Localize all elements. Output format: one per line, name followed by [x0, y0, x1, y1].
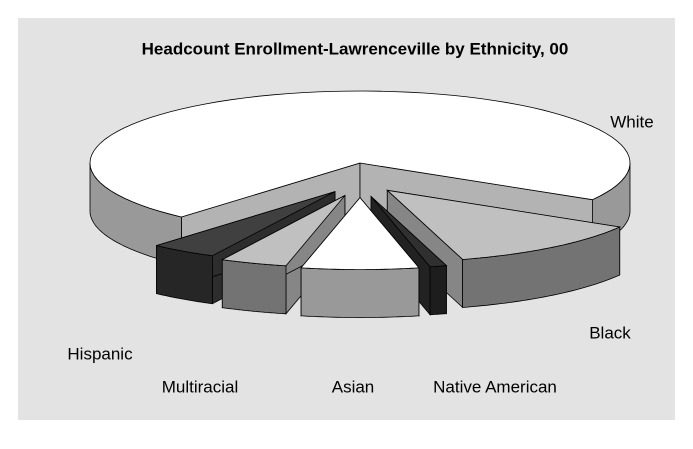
slice-side — [221, 259, 287, 315]
slice-label: Asian — [332, 377, 375, 396]
slice — [156, 191, 336, 257]
slice — [300, 196, 420, 271]
slice-label: Black — [589, 323, 631, 342]
slice — [370, 196, 448, 268]
slice-side — [429, 265, 447, 316]
slice-label: White — [610, 112, 653, 131]
slice-side — [300, 267, 420, 319]
chart-title: Headcount Enrollment-Lawrenceville by Et… — [142, 39, 569, 58]
slice-label: Native American — [433, 377, 557, 396]
slice — [386, 189, 622, 260]
slice-label: Hispanic — [67, 344, 133, 363]
slice — [220, 195, 346, 267]
slice-label: Multiracial — [162, 377, 239, 396]
slice — [89, 90, 631, 218]
